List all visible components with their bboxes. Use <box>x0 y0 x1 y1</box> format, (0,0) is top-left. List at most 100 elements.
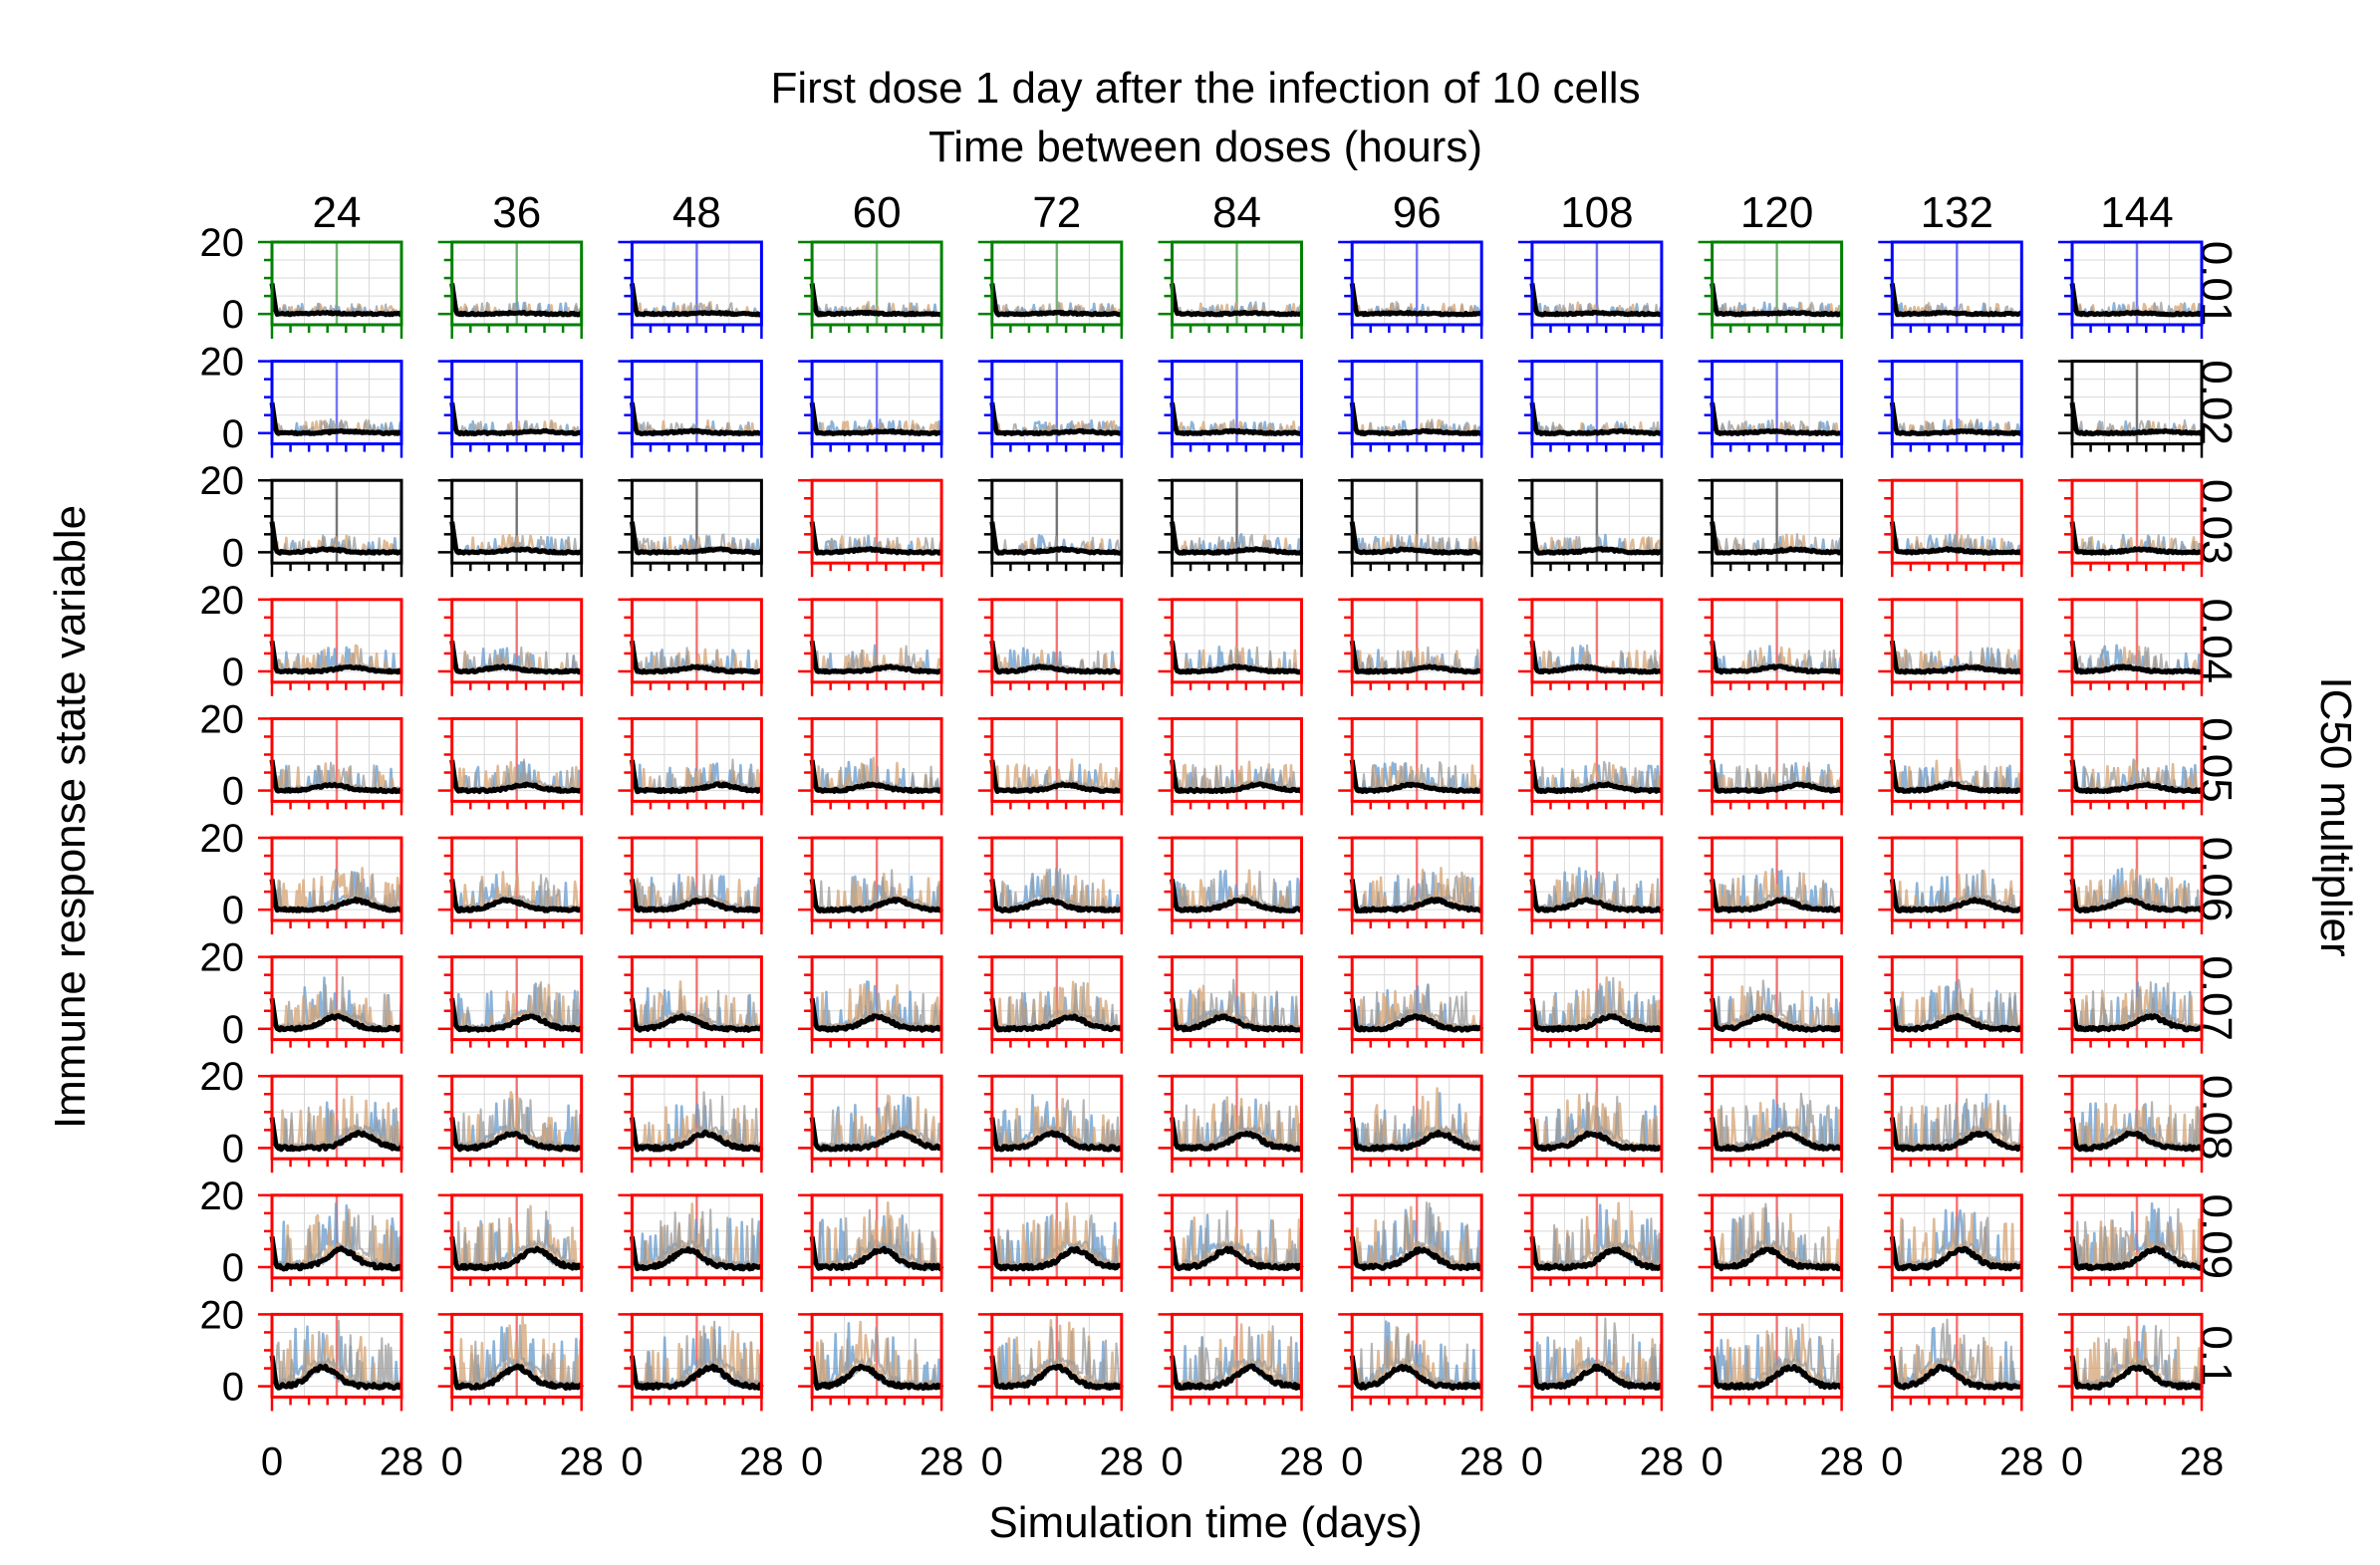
series-line-mean <box>1170 759 1303 795</box>
panel-r8-c8 <box>1698 1193 1844 1292</box>
panel-frame <box>270 955 403 1042</box>
panel-frame <box>1171 716 1303 803</box>
series-line-mean <box>1349 1355 1483 1392</box>
panel-r3-c6 <box>1338 598 1483 696</box>
panel-frame <box>810 240 943 327</box>
x-tick-label: 0 <box>621 1439 643 1483</box>
series-line-mean <box>1889 1235 2023 1272</box>
panel-frame <box>1711 955 1844 1042</box>
panel-frame <box>630 836 763 922</box>
panel-frame <box>270 716 403 803</box>
panel-r5-c6 <box>1338 836 1483 934</box>
panel-r0-c6 <box>1338 240 1483 339</box>
panel-r5-c10 <box>2058 836 2204 934</box>
panel-r2-c5 <box>1158 478 1304 578</box>
panel-r5-c9 <box>1878 836 2023 934</box>
y-axis-label: Immune response state variable <box>46 505 95 1129</box>
panel-r0-c3 <box>798 240 943 339</box>
panel-frame <box>630 360 763 446</box>
series-line-mean <box>809 997 943 1033</box>
series-line-mean <box>629 521 764 556</box>
y-tick-label: 0 <box>222 293 244 337</box>
x-tick-label: 28 <box>1640 1439 1685 1483</box>
panel-frame <box>450 955 584 1042</box>
series-line-mean <box>1529 1355 1664 1391</box>
panel-r7-c6 <box>1338 1074 1483 1174</box>
panel-r8-c2 <box>618 1193 763 1292</box>
panel-r4-c9 <box>1878 716 2023 816</box>
series-line-mean <box>629 401 763 437</box>
x-tick-label: 0 <box>981 1439 1003 1483</box>
panel-frame <box>1711 1193 1844 1280</box>
series-line-mean <box>1710 401 1843 437</box>
panel-frame <box>1711 1312 1844 1399</box>
panel-frame <box>990 1193 1124 1280</box>
y-tick-label: 20 <box>200 697 245 741</box>
panel-r7-c0 <box>258 1074 404 1174</box>
panel-frame <box>630 955 763 1042</box>
series-line-mean <box>449 401 583 437</box>
panel-r9-c7 <box>1517 1312 1664 1412</box>
panel-frame <box>2070 836 2204 922</box>
panel-frame <box>2070 955 2204 1042</box>
series-line-mean <box>629 1117 764 1153</box>
series-line-mean <box>809 283 943 318</box>
series-line-mean <box>269 1235 403 1272</box>
panel-frame <box>810 360 943 446</box>
panel-r0-c9 <box>1878 240 2023 339</box>
y-tick-label: 0 <box>222 1127 244 1171</box>
panel-frame <box>810 836 943 922</box>
panel-r2-c3 <box>798 478 943 578</box>
panel-r4-c3 <box>798 716 943 816</box>
series-line-mean <box>449 1355 584 1391</box>
panel-r4-c7 <box>1517 716 1664 816</box>
series-line-mean <box>809 759 943 795</box>
series-line-mean <box>989 283 1123 318</box>
panel-frame <box>990 955 1124 1042</box>
x-tick-label: 0 <box>1881 1439 1903 1483</box>
panel-r7-c3 <box>798 1074 943 1174</box>
panel-r1-c1 <box>437 360 584 458</box>
series-line-mean <box>1349 640 1483 675</box>
y-tick-label: 0 <box>222 412 244 456</box>
series-line-mean <box>1529 401 1664 437</box>
panel-r9-c3 <box>798 1312 944 1412</box>
panel-frame <box>1711 1074 1844 1161</box>
panel-frame <box>810 478 943 565</box>
panel-frame <box>2070 360 2204 446</box>
panel-frame <box>1171 1312 1303 1399</box>
panel-r2-c7 <box>1517 478 1664 578</box>
series-line-mean <box>629 997 763 1033</box>
panel-r1-c6 <box>1338 360 1483 458</box>
series-line-mean <box>989 521 1124 556</box>
column-header-108: 108 <box>1560 188 1633 237</box>
panel-r1-c10 <box>2058 360 2204 458</box>
panel-r8-c4 <box>977 1193 1124 1292</box>
panel-frame <box>1171 836 1303 922</box>
panel-frame <box>1350 478 1483 565</box>
panel-r2-c9 <box>1878 478 2023 578</box>
series-line-mean <box>1349 1235 1483 1272</box>
panel-frame <box>1530 955 1664 1042</box>
x-tick-label: 28 <box>1279 1439 1324 1483</box>
panel-r7-c7 <box>1517 1074 1664 1174</box>
y-tick-label: 20 <box>200 1055 245 1099</box>
panel-frame <box>990 716 1124 803</box>
panel-frame <box>1171 598 1303 684</box>
panel-frame <box>270 598 403 684</box>
y-tick-label: 20 <box>200 341 245 385</box>
panel-r3-c3 <box>798 598 943 696</box>
panel-frame <box>1890 1193 2023 1280</box>
x-tick-label: 28 <box>1999 1439 2044 1483</box>
series-line-mean <box>1529 997 1664 1033</box>
panel-r7-c4 <box>977 1074 1124 1174</box>
panel-r9-c8 <box>1698 1312 1844 1412</box>
y-tick-label: 20 <box>200 579 245 623</box>
series-line-mean <box>269 640 403 675</box>
row-labels: 0.010.020.030.040.050.060.070.080.090.1 <box>2192 241 2241 1387</box>
series-line-replicate-C <box>631 874 763 913</box>
panel-r1-c3 <box>798 360 943 458</box>
panel-frame <box>1890 478 2023 565</box>
series-line-mean <box>269 1355 403 1392</box>
